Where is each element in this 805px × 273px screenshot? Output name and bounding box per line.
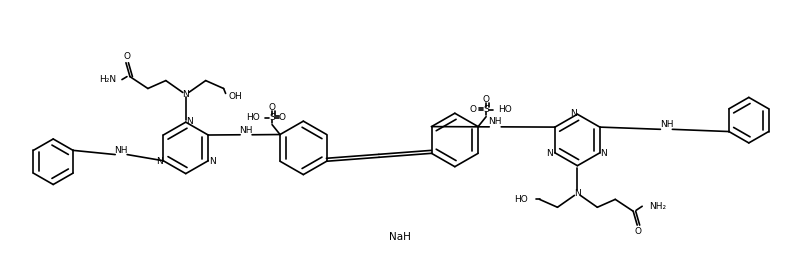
Text: O: O [123,52,130,61]
Text: HO: HO [514,195,527,204]
Text: HO: HO [246,113,260,122]
Text: N: N [547,149,553,158]
Text: O: O [279,113,286,122]
Text: O: O [482,95,489,104]
Text: N: N [574,189,580,198]
Text: N: N [187,117,193,126]
Text: S: S [269,113,275,122]
Text: N: N [156,157,163,166]
Text: N: N [183,90,189,99]
Text: NH₂: NH₂ [649,202,667,211]
Text: H₂N: H₂N [99,75,116,84]
Text: N: N [601,149,607,158]
Text: S: S [483,105,489,114]
Text: HO: HO [498,105,512,114]
Text: NH: NH [489,117,502,126]
Text: O: O [634,227,642,236]
Text: N: N [570,109,577,118]
Text: NH: NH [239,126,253,135]
Text: NH: NH [114,146,128,155]
Text: NaH: NaH [389,232,411,242]
Text: O: O [269,103,275,112]
Text: OH: OH [229,92,242,101]
Text: NH: NH [659,120,673,129]
Text: O: O [469,105,476,114]
Text: N: N [208,157,216,166]
